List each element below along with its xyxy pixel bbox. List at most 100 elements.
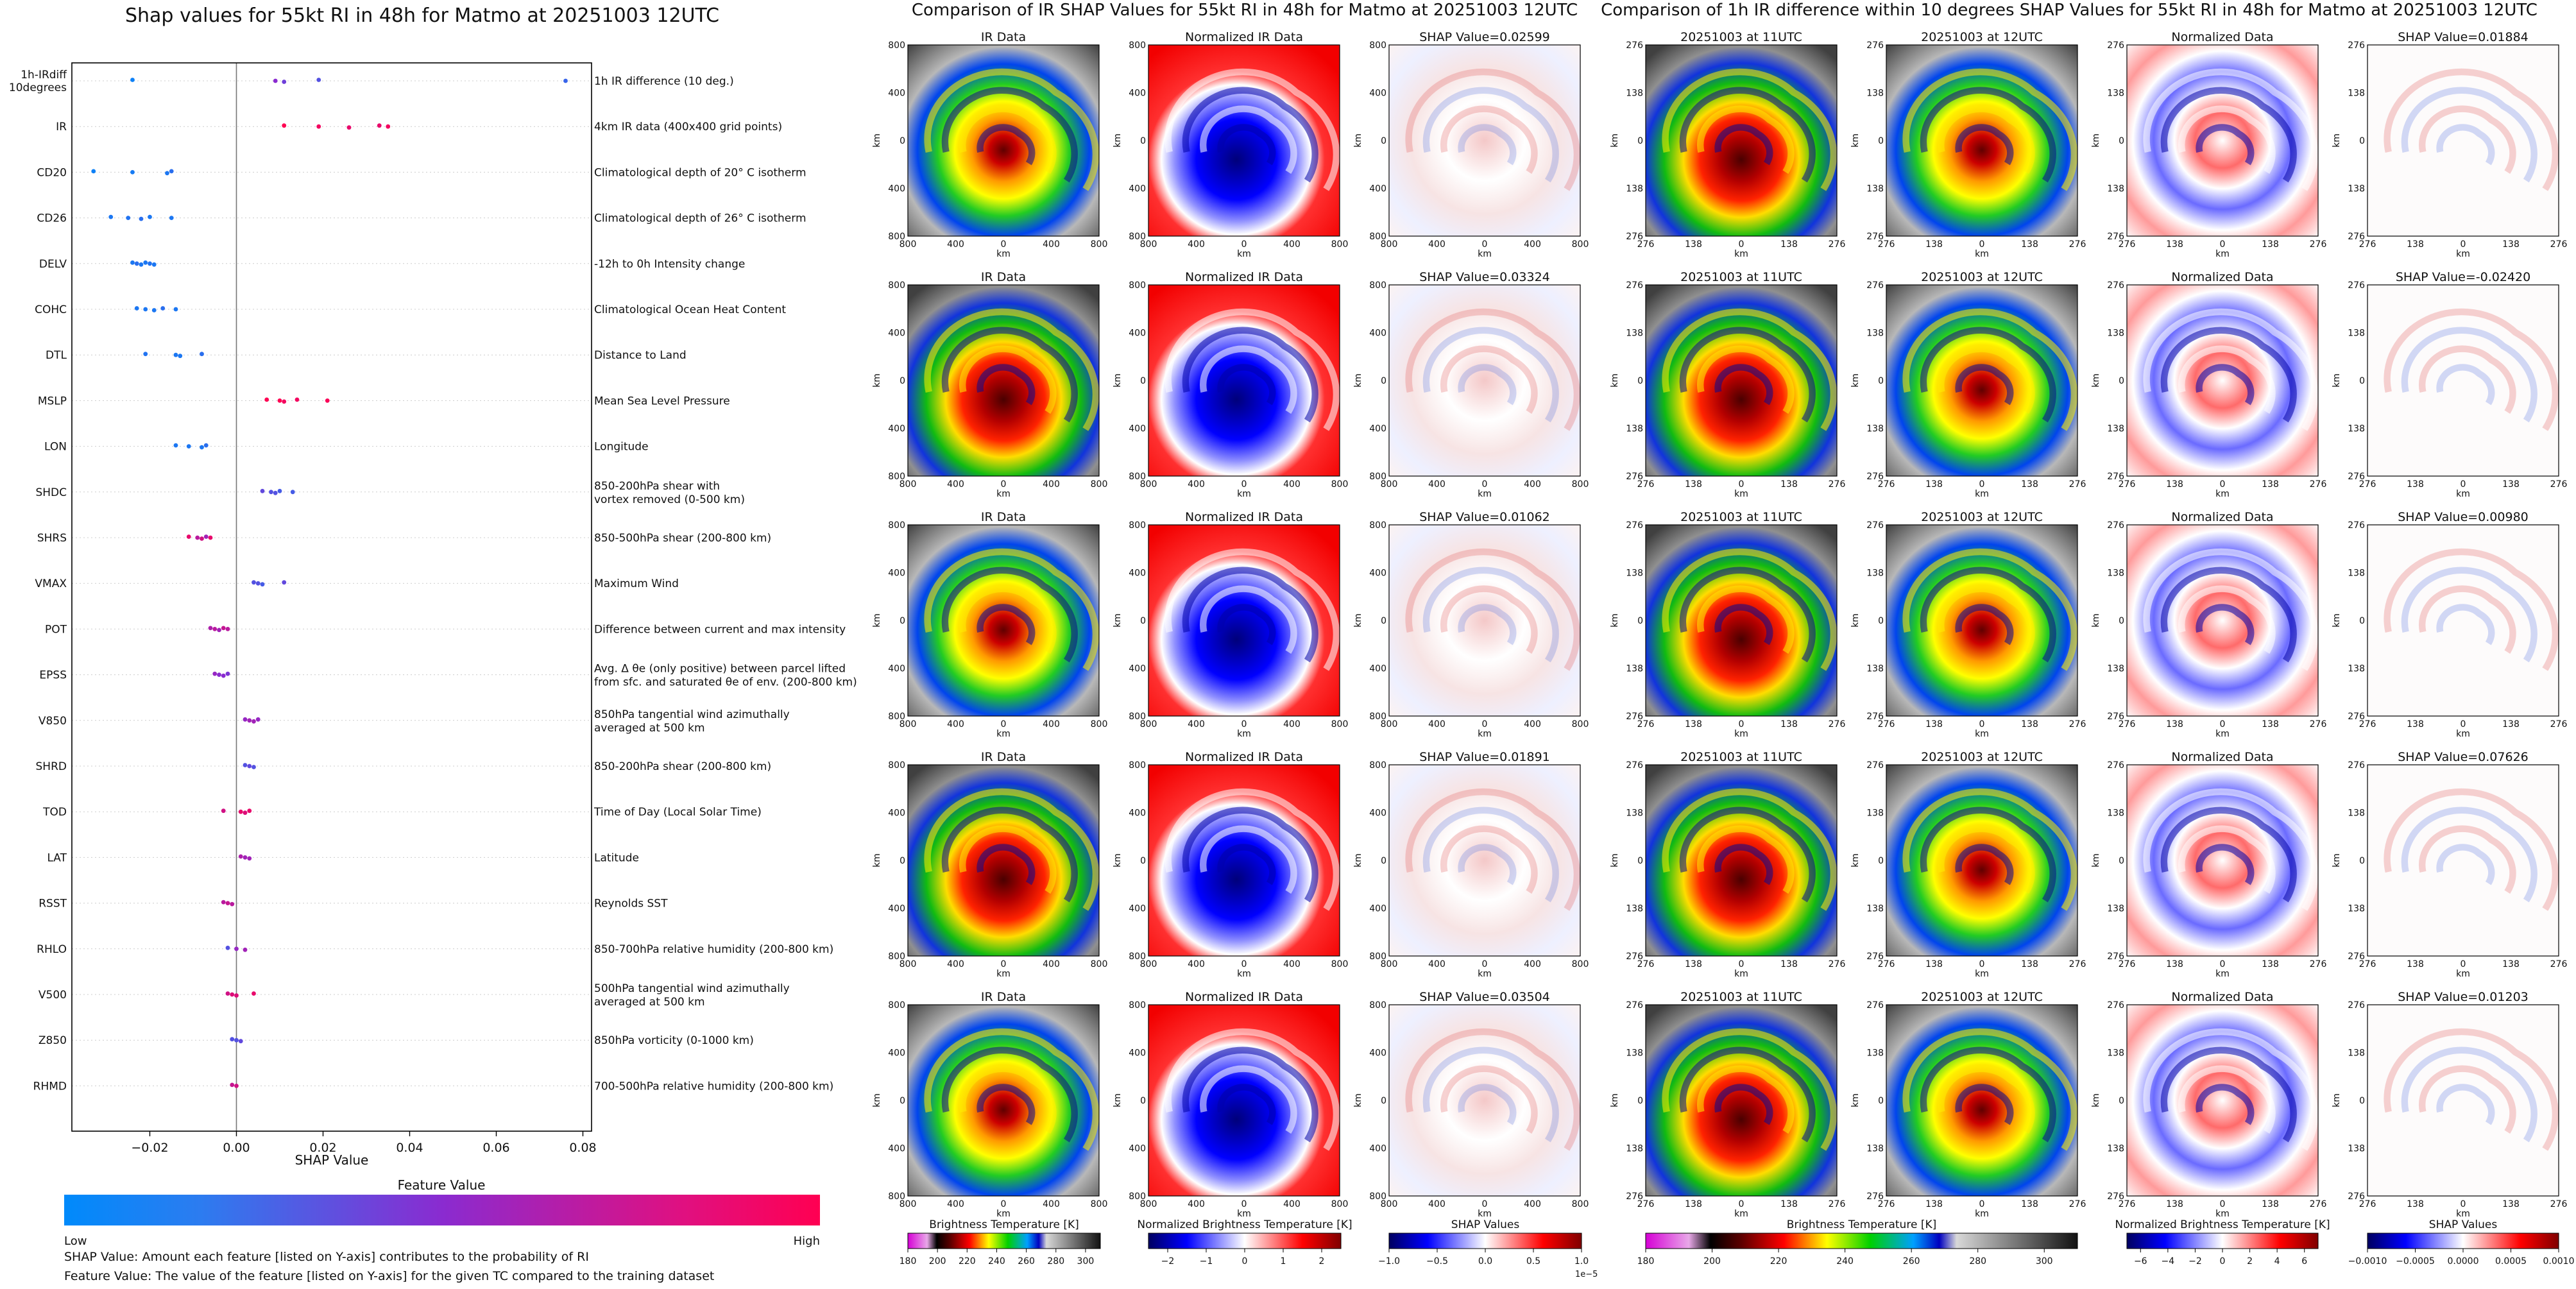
colorbar-tick-label: 0.0010 [2543,1256,2575,1267]
spiral-bands [924,68,1100,191]
y-axis-label: km [1850,613,1861,627]
y-tick-label: 400 [1129,1144,1146,1154]
panel-title: SHAP Value=0.01891 [1419,750,1550,764]
y-tick-label: 276 [2107,232,2124,242]
x-tick-label: 276 [2359,719,2376,730]
feature-description: Climatological depth of 26° C isotherm [594,212,806,225]
y-tick-label: 400 [888,664,905,674]
y-tick-label: 138 [1866,904,1884,914]
panel-title: Normalized Data [2171,510,2273,524]
feature-label: SHRD [36,760,67,773]
feature-label: POT [45,623,67,636]
spiral-band [1422,567,1559,663]
y-tick-label: 276 [2348,520,2365,531]
y-tick-label: 0 [2119,856,2124,866]
spiral-band [1679,327,1816,423]
y-tick-label: 276 [2348,232,2365,242]
y-tick-label: 276 [1866,1191,1884,1202]
colorbar-tick-label: 0 [2220,1256,2226,1267]
spiral-band [1440,1065,1538,1134]
spiral-band [1182,1046,1318,1143]
y-tick-label: 0 [1140,616,1146,626]
shap-point [130,78,135,82]
feature-label: LAT [47,851,67,864]
y-tick-label: 138 [2107,664,2124,674]
y-axis-label: km [872,613,882,627]
spiral-band [2419,1065,2516,1134]
panel-image [2127,285,2318,476]
feature-description: 850hPa tangential wind azimuthally averag… [594,708,790,735]
y-tick-label: 800 [1129,232,1146,242]
y-tick-label: 400 [1129,184,1146,194]
y-tick-label: 400 [1129,1048,1146,1059]
shap-point [243,855,248,860]
panel-frame [907,524,1100,717]
x-tick-label: 138 [1685,719,1702,730]
feature-label: 1h-IRdiff 10degrees [9,69,67,94]
y-tick-label: 400 [1369,329,1386,339]
shap-point [252,991,256,996]
x-tick-label: 400 [1043,959,1060,969]
colorbar-label: Brightness Temperature [K] [929,1218,1079,1231]
shap-point [178,354,183,359]
feature-label: Z850 [38,1034,67,1047]
x-tick-label: 276 [1637,239,1655,250]
spiral-band [1902,1028,2078,1151]
y-tick-label: 0 [900,376,905,386]
x-axis-label: km [1478,249,1492,259]
x-tick-label: 276 [2310,959,2327,969]
x-tick-label: 400 [1428,479,1446,490]
colorbar-tick-label: −2 [1161,1256,1175,1267]
spiral-band [2401,327,2538,423]
spiral-band [2160,327,2297,423]
shap-point [247,808,252,814]
feature-label: DTL [46,349,67,362]
x-tick-label: 276 [2119,239,2136,250]
feature-label: MSLP [38,395,67,407]
x-tick-label: 400 [1524,479,1541,490]
x-tick-label: 276 [1878,719,1895,730]
x-axis-label: km [1734,969,1748,979]
spiral-band [1405,1028,1581,1151]
spiral-band [2384,788,2559,911]
x-tick-label: 0 [1979,479,1985,490]
y-tick-label: 0 [1637,1096,1643,1106]
y-tick-label: 138 [2107,184,2124,194]
y-tick-label: 400 [1369,808,1386,819]
y-tick-label: 0 [2359,616,2365,626]
shap-point [160,306,166,311]
shap-point [273,490,278,495]
y-tick-label: 138 [1626,329,1643,339]
x-tick-label: 800 [1140,1199,1157,1209]
x-axis-label: km [1237,249,1251,259]
spiral-band [1714,604,1773,645]
x-tick-label: 276 [1829,479,1846,490]
spiral-band [1458,124,1517,166]
panel-title: SHAP Value=0.02599 [1419,30,1550,44]
colorbar-low-label: Low [64,1234,87,1248]
y-tick-label: 0 [1637,376,1643,386]
shap-point [252,765,256,769]
x-tick-label: 276 [2359,479,2376,490]
x-axis-label: km [1237,489,1251,499]
x-tick-label: 400 [1428,959,1446,969]
x-tick-label: 400 [1188,239,1205,250]
panel-frame [1148,284,1340,477]
spiral-band [2196,844,2255,885]
x-tick-label: 0 [1241,479,1247,490]
colorbar-tick-label: 180 [1637,1256,1655,1267]
y-tick-label: 138 [2348,1048,2365,1059]
feature-label: RHMD [33,1080,67,1093]
feature-description: 850-700hPa relative humidity (200-800 km… [594,943,833,956]
y-tick-label: 400 [1369,184,1386,194]
x-tick-label: 0.04 [396,1141,423,1155]
panel-frame [1148,524,1340,717]
panel-image [1646,765,1837,956]
x-tick-label: 0 [1979,1199,1985,1209]
x-axis-label: km [1975,1209,1989,1219]
y-tick-label: 276 [2107,1191,2124,1202]
panel-image [908,45,1099,236]
shap-point [316,78,321,82]
